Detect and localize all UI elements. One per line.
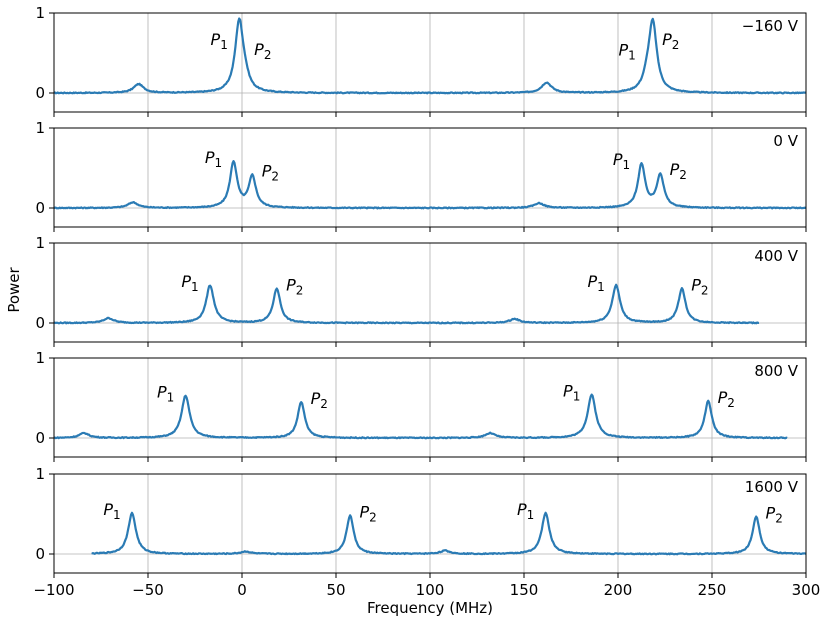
- peak-label: P2: [662, 30, 679, 52]
- y-tick-label: 1: [35, 119, 45, 137]
- peak-label: P1: [205, 148, 222, 170]
- peak-label-subscript: 1: [623, 158, 631, 172]
- x-tick-label: 250: [698, 581, 727, 599]
- voltage-label: 800 V: [754, 362, 798, 380]
- voltage-label: 0 V: [773, 132, 798, 150]
- y-tick-label: 0: [35, 429, 45, 447]
- panel-4: 0 1 800 V P1 P2 P1 P2: [35, 349, 807, 462]
- peak-label-subscript: 2: [369, 511, 377, 525]
- peak-label: P2: [766, 503, 783, 525]
- y-tick-label: 1: [35, 349, 45, 367]
- peak-label-subscript: 2: [701, 283, 709, 297]
- x-axis-label: Frequency (MHz): [367, 599, 493, 617]
- peak-label-subscript: 2: [775, 511, 783, 525]
- series-line: [53, 393, 788, 440]
- peak-label-subscript: 1: [597, 280, 605, 294]
- peak-label: P1: [517, 500, 534, 522]
- y-tick-label: 0: [35, 314, 45, 332]
- peak-label-subscript: 2: [264, 48, 272, 62]
- peak-label: P1: [157, 383, 174, 405]
- panel-1: 0 1 −160 V P1 P2 P1 P2: [35, 4, 807, 117]
- peak-label-subscript: 2: [271, 169, 279, 183]
- series-line: [53, 17, 807, 95]
- peak-label: P1: [618, 41, 635, 63]
- peak-label: P2: [254, 40, 271, 62]
- x-tick-label: 150: [510, 581, 539, 599]
- y-tick-label: 0: [35, 84, 45, 102]
- y-axis-label: Power: [5, 266, 23, 312]
- x-tick-label: −100: [33, 581, 74, 599]
- peak-label: P1: [181, 272, 198, 294]
- y-tick-label: 1: [35, 465, 45, 483]
- peak-label-subscript: 2: [296, 283, 304, 297]
- peak-label-subscript: 1: [573, 390, 581, 404]
- voltage-label: 400 V: [754, 247, 798, 265]
- peak-label-subscript: 2: [727, 396, 735, 410]
- voltage-label: −160 V: [742, 17, 799, 35]
- peak-label: P2: [670, 160, 687, 182]
- x-tick-label: −50: [132, 581, 164, 599]
- peak-label-subscript: 2: [320, 397, 328, 411]
- y-tick-label: 0: [35, 199, 45, 217]
- peak-label-subscript: 2: [672, 38, 680, 52]
- panels: 0 1 −160 V P1 P2 P1 P2 0 1 0 V P1 P2 P1 P2 0 1 400 V P1 P2…: [33, 4, 820, 599]
- series-line: [91, 511, 807, 556]
- peak-label-subscript: 1: [215, 156, 223, 170]
- peak-label-subscript: 1: [220, 38, 228, 52]
- peak-label: P1: [211, 30, 228, 52]
- peak-label-subscript: 1: [628, 49, 636, 63]
- y-tick-label: 0: [35, 545, 45, 563]
- peak-label-subscript: 2: [679, 168, 687, 182]
- peak-label: P1: [587, 272, 604, 294]
- peak-label-subscript: 1: [113, 508, 121, 522]
- peak-label: P1: [563, 382, 580, 404]
- peak-label: P2: [718, 388, 735, 410]
- peak-label-subscript: 1: [167, 391, 175, 405]
- x-tick-label: 50: [326, 581, 345, 599]
- series-line: [53, 283, 760, 325]
- peak-label-subscript: 1: [527, 508, 535, 522]
- panel-5: 0 1 −100 −50 0 50 100 150 200 250 300 1600 V P1 P2 P1 P…: [33, 465, 820, 599]
- y-tick-label: 1: [35, 234, 45, 252]
- panel-3: 0 1 400 V P1 P2 P1 P2: [35, 234, 807, 347]
- peak-label: P1: [103, 500, 120, 522]
- peak-label: P1: [613, 150, 630, 172]
- x-tick-label: 0: [237, 581, 247, 599]
- x-tick-label: 200: [604, 581, 633, 599]
- x-tick-label: 100: [416, 581, 445, 599]
- peak-label: P2: [691, 275, 708, 297]
- peak-label: P2: [286, 275, 303, 297]
- x-tick-label: 300: [792, 581, 821, 599]
- peak-label: P2: [262, 161, 279, 183]
- panel-2: 0 1 0 V P1 P2 P1 P2: [35, 119, 807, 232]
- y-tick-label: 1: [35, 4, 45, 22]
- peak-label: P2: [311, 389, 328, 411]
- peak-label-subscript: 1: [191, 280, 199, 294]
- voltage-label: 1600 V: [745, 478, 799, 496]
- series-line: [53, 160, 807, 210]
- peak-label: P2: [359, 503, 376, 525]
